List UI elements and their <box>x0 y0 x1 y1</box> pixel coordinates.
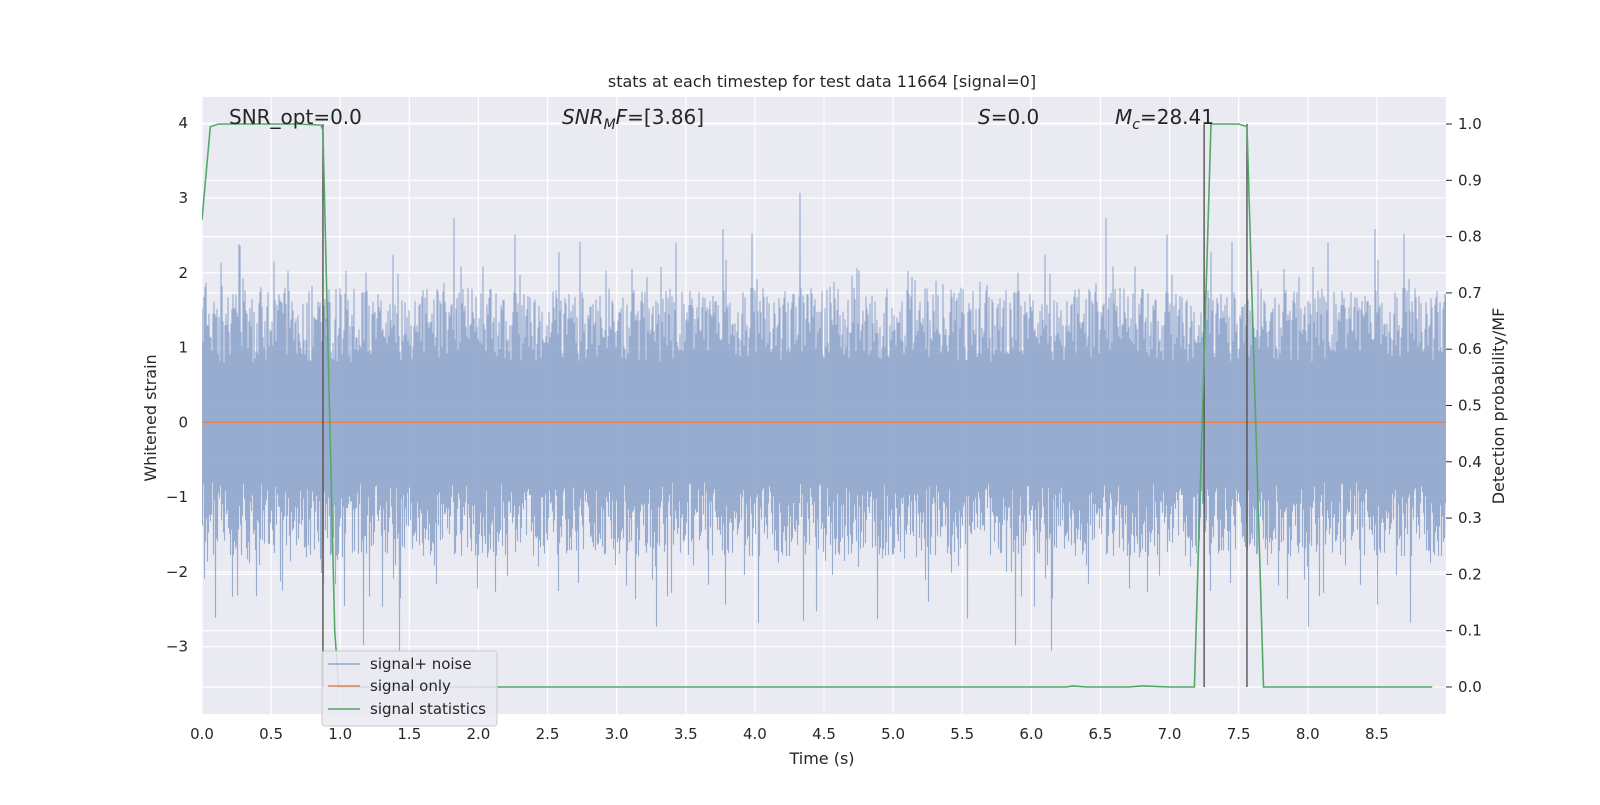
annotation-s: S=0.0 <box>978 105 1039 129</box>
chart-title: stats at each timestep for test data 116… <box>608 72 1036 91</box>
legend: signal+ noise signal only signal statist… <box>321 650 498 727</box>
y2-tick-label: 0.7 <box>1458 284 1482 302</box>
x-tick-label: 3.5 <box>674 725 698 743</box>
x-tick-label: 4.0 <box>743 725 767 743</box>
y-tick-label: 1 <box>178 339 188 357</box>
legend-label-signal-statistics: signal statistics <box>370 700 486 718</box>
x-tick-label: 7.0 <box>1158 725 1182 743</box>
y2-tick-label: 0.5 <box>1458 397 1482 415</box>
y-tick-label: −3 <box>166 638 188 656</box>
annotation-snr-mf: SNRMF=[3.86] <box>562 105 704 133</box>
y-axis-label: Whitened strain <box>141 354 160 481</box>
x-tick-label: 2.0 <box>467 725 491 743</box>
x-tick-labels: 0.0 0.5 1.0 1.5 2.0 2.5 3.0 3.5 4.0 4.5 5.0 5.5 6.0 6… <box>190 725 1389 743</box>
y2-tick-label: 0.3 <box>1458 509 1482 527</box>
y-tick-label: 3 <box>178 189 188 207</box>
y2-tick-label: 0.6 <box>1458 340 1482 358</box>
series-signal-statistics-line <box>202 123 1433 688</box>
y-tick-label: 2 <box>178 264 188 282</box>
x-tick-label: 1.5 <box>397 725 421 743</box>
y-tick-label: 4 <box>178 114 188 132</box>
y-tick-labels: −3 −2 −1 0 1 2 3 4 <box>166 114 188 656</box>
y2-tick-label: 0.2 <box>1458 565 1482 583</box>
plot-area <box>202 123 1446 688</box>
x-tick-label: 5.0 <box>881 725 905 743</box>
vertical-markers <box>322 124 1248 687</box>
legend-box <box>321 650 498 727</box>
x-tick-label: 2.5 <box>536 725 560 743</box>
y2-tick-label: 0.4 <box>1458 453 1482 471</box>
legend-label-signal-noise: signal+ noise <box>370 655 472 673</box>
annotation-snr-opt: SNR_opt=0.0 <box>229 105 362 129</box>
y-tick-label: 0 <box>178 413 188 431</box>
legend-label-signal-only: signal only <box>370 677 451 695</box>
y2-tick-labels: 0.0 0.1 0.2 0.3 0.4 0.5 0.6 0.7 0.8 0.9 1.0 <box>1446 115 1482 696</box>
y2-axis-label: Detection probability/MF <box>1489 308 1508 505</box>
x-tick-label: 5.5 <box>950 725 974 743</box>
x-tick-label: 0.0 <box>190 725 214 743</box>
y2-tick-label: 0.1 <box>1458 622 1482 640</box>
y-tick-label: −2 <box>166 563 188 581</box>
annotation-mc: Mc=28.41 <box>1115 105 1214 133</box>
y2-tick-label: 0.9 <box>1458 171 1482 189</box>
series-signal-noise-line <box>202 192 1446 651</box>
x-tick-label: 8.0 <box>1296 725 1320 743</box>
x-tick-label: 1.0 <box>328 725 352 743</box>
x-tick-label: 8.5 <box>1365 725 1389 743</box>
y2-tick-label: 0.8 <box>1458 228 1482 246</box>
x-tick-label: 7.5 <box>1227 725 1251 743</box>
y-tick-label: −1 <box>166 488 188 506</box>
x-tick-label: 0.5 <box>259 725 283 743</box>
y2-tick-label: 1.0 <box>1458 115 1482 133</box>
x-tick-label: 6.5 <box>1089 725 1113 743</box>
x-tick-label: 4.5 <box>812 725 836 743</box>
x-axis-label: Time (s) <box>788 749 854 768</box>
y2-tick-label: 0.0 <box>1458 678 1482 696</box>
x-tick-label: 6.0 <box>1019 725 1043 743</box>
x-tick-label: 3.0 <box>605 725 629 743</box>
